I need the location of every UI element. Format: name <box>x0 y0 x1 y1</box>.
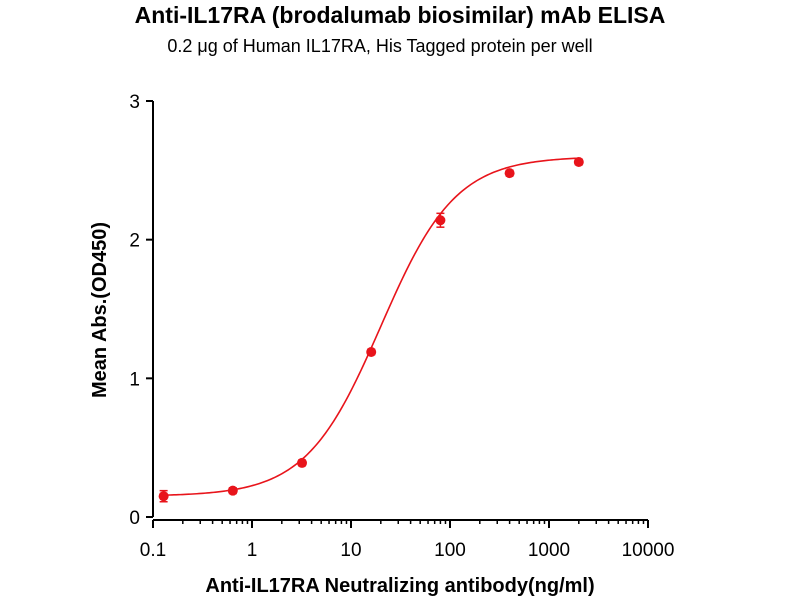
x-tick-label: 0.1 <box>140 540 166 561</box>
y-tick-label: 0 <box>129 508 140 529</box>
x-tick-label: 1000 <box>528 540 570 561</box>
data-point <box>158 491 169 502</box>
x-tick-label: 1 <box>247 540 258 561</box>
x-tick-label: 100 <box>434 540 466 561</box>
axes: 0 1 2 3 0.1 1 10 100 1000 10000 <box>129 92 674 561</box>
data-point <box>573 157 584 168</box>
data-point <box>297 457 308 468</box>
x-tick-label: 10 <box>340 540 361 561</box>
chart-title: Anti-IL17RA (brodalumab biosimilar) mAb … <box>134 2 666 28</box>
y-tick-label: 2 <box>129 231 140 252</box>
data-point <box>504 168 515 179</box>
chart-subtitle: 0.2 μg of Human IL17RA, His Tagged prote… <box>167 36 593 56</box>
data-point <box>227 485 238 496</box>
x-axis-label: Anti-IL17RA Neutralizing antibody(ng/ml) <box>205 575 594 597</box>
fit-curve-group <box>163 157 579 496</box>
fit-curve <box>163 157 579 496</box>
y-tick-label: 1 <box>129 369 140 390</box>
y-axis-label: Mean Abs.(OD450) <box>89 222 111 398</box>
data-point <box>366 346 377 357</box>
y-tick-label: 3 <box>129 92 140 113</box>
data-point <box>435 215 446 226</box>
data-points <box>158 157 584 503</box>
x-tick-label: 10000 <box>622 540 675 561</box>
